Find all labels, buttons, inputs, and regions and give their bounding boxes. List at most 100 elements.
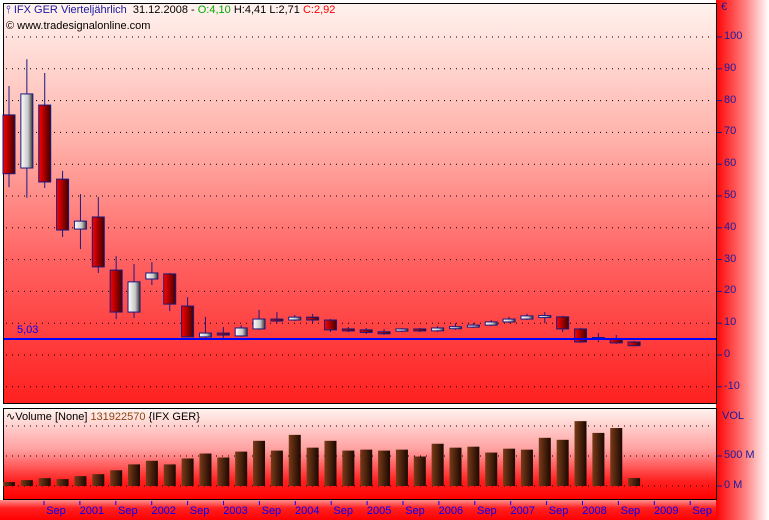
- time-axis-label: 2008: [582, 505, 607, 517]
- volume-bar: [556, 439, 569, 486]
- time-axis-label: 2006: [438, 505, 464, 517]
- volume-bar: [92, 474, 105, 486]
- price-tick-label: 90: [724, 61, 737, 74]
- currency-label: €: [721, 1, 728, 13]
- candle-up: [520, 315, 534, 320]
- time-axis-label: Sep: [620, 505, 641, 517]
- copyright: © www.tradesignalonline.com: [6, 20, 151, 32]
- time-axis-label: Sep: [692, 505, 712, 517]
- candle-up: [252, 318, 266, 330]
- time-axis-label: 2003: [223, 505, 248, 517]
- volume-bar: [128, 464, 141, 486]
- volume-bar: [74, 476, 87, 486]
- date-label: 31.12.2008: [132, 4, 188, 16]
- candle-up: [198, 332, 212, 338]
- volume-bar: [449, 447, 462, 486]
- chart-header: ⫯ IFX GER Vierteljährlich 31.12.2008 - O…: [6, 4, 335, 17]
- volume-bar: [503, 448, 516, 486]
- volume-bar: [431, 443, 444, 486]
- price-tick-label: 40: [724, 220, 737, 233]
- high-value: H:4,41: [233, 4, 267, 16]
- period-label[interactable]: Vierteljährlich: [60, 4, 127, 16]
- time-axis-label: Sep: [477, 505, 497, 517]
- volume-bar: [199, 453, 212, 486]
- candle-down: [2, 114, 16, 175]
- volume-bar: [610, 428, 623, 486]
- volume-bar: [235, 451, 248, 486]
- volume-bar: [3, 482, 15, 486]
- volume-bar: [163, 464, 176, 486]
- price-tick-label: 0: [724, 348, 731, 360]
- volume-bar: [253, 440, 266, 486]
- volume-bar: [110, 470, 123, 486]
- candle-down: [270, 318, 284, 322]
- volume-bar: [574, 421, 587, 486]
- close-value: C:2,92: [302, 4, 336, 16]
- volume-bar: [56, 479, 69, 486]
- volume-bar: [270, 450, 283, 486]
- volume-bar: [20, 480, 33, 486]
- candle-down: [181, 305, 195, 338]
- time-axis-label: Sep: [333, 505, 353, 517]
- candle-up: [395, 328, 409, 332]
- price-tick-label: 60: [724, 157, 737, 170]
- hline-label: 5,03: [17, 324, 39, 336]
- candle-down: [163, 273, 177, 305]
- volume-bar: [181, 458, 194, 486]
- candle-down: [306, 316, 320, 321]
- volume-bar: [217, 457, 230, 486]
- volume-tick-label: 500 M: [724, 449, 755, 461]
- volume-bar: [395, 449, 408, 486]
- candle-down: [56, 178, 70, 231]
- candle-down: [627, 341, 641, 347]
- candle-down: [91, 216, 105, 268]
- volume-bar: [520, 449, 533, 486]
- volume-indicator-icon: ∿: [6, 411, 16, 423]
- volume-last: 131922570: [90, 411, 146, 423]
- time-axis-label: Sep: [118, 505, 138, 517]
- low-value: L:2,71: [269, 4, 300, 16]
- volume-axis-title: VOL: [722, 410, 745, 422]
- time-axis-label: 2007: [510, 505, 535, 517]
- volume-bar: [592, 432, 605, 486]
- volume-bar: [538, 437, 551, 486]
- volume-title[interactable]: Volume [None]: [15, 411, 88, 423]
- volume-symbol: {IFX GER}: [148, 411, 200, 423]
- volume-tick-label: 0 M: [724, 479, 743, 491]
- volume-bar: [324, 440, 337, 486]
- price-tick-label: 30: [724, 252, 737, 265]
- time-axis-label: Sep: [548, 505, 569, 517]
- volume-bar: [145, 460, 158, 486]
- candle-up: [145, 272, 159, 280]
- time-axis-label: 2005: [366, 505, 392, 517]
- volume-bar: [288, 434, 301, 486]
- open-value: O:4,10: [197, 4, 231, 16]
- candle-down: [413, 328, 427, 332]
- time-axis-label: Sep: [46, 505, 66, 517]
- time-axis-band: [0, 500, 716, 520]
- symbol-label[interactable]: IFX GER: [13, 4, 58, 16]
- time-axis-label: Sep: [405, 505, 425, 517]
- time-axis-label: Sep: [261, 505, 282, 517]
- candle-up: [431, 327, 445, 332]
- price-tick-label: 20: [724, 284, 737, 297]
- candle-up: [449, 326, 462, 330]
- volume-bar: [360, 449, 373, 486]
- candle-up: [20, 93, 34, 169]
- separator: -: [191, 4, 195, 16]
- time-axis-label: 2004: [295, 505, 320, 517]
- price-tick-label: 10: [724, 316, 737, 329]
- candle-up: [466, 324, 480, 328]
- candle-down: [38, 104, 52, 183]
- volume-header: ∿Volume [None] 131922570 {IFX GER}: [6, 410, 200, 423]
- time-axis-label: Sep: [189, 505, 210, 517]
- candle-up: [234, 327, 248, 337]
- candle-up: [538, 315, 552, 319]
- price-tick-label: -10: [724, 379, 740, 392]
- candle-down: [556, 316, 570, 330]
- volume-bar: [378, 450, 391, 486]
- time-axis-label: 2001: [79, 505, 105, 517]
- time-axis-label: 2002: [151, 505, 176, 517]
- time-axis-label: 2009: [654, 505, 679, 517]
